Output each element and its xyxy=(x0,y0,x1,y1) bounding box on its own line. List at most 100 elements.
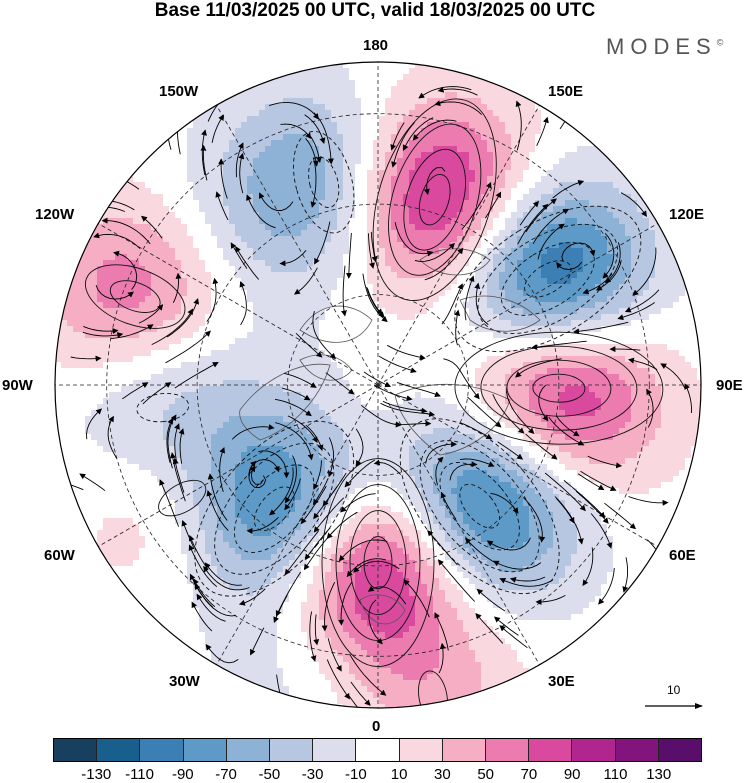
colorbar-cell xyxy=(355,739,399,761)
contour-line xyxy=(403,148,466,251)
streamline-arrow xyxy=(326,511,358,540)
streamline-arrow xyxy=(628,496,669,506)
streamline-arrow xyxy=(181,519,195,549)
contour-line xyxy=(477,223,619,334)
streamline-arrow xyxy=(563,480,606,519)
streamline-arrow xyxy=(624,289,660,313)
latitude-circle xyxy=(287,294,469,476)
colorbar-tick-label: 130 xyxy=(646,766,672,783)
streamline-arrow xyxy=(438,642,446,674)
streamline-arrow xyxy=(366,286,385,318)
streamline-arrow xyxy=(231,424,275,440)
streamline-arrow xyxy=(107,415,118,459)
colorbar-tick-label: -110 xyxy=(125,766,154,783)
streamline-arrow xyxy=(274,398,312,417)
streamline-arrow xyxy=(620,192,647,218)
streamline-arrow xyxy=(165,330,211,364)
contour-line xyxy=(506,359,612,417)
streamline-arrow xyxy=(604,242,621,284)
meridian-line xyxy=(377,384,540,665)
streamline-arrow xyxy=(341,265,347,317)
streamline-arrow xyxy=(122,382,149,400)
streamline-arrow xyxy=(313,497,345,533)
streamline-arrow xyxy=(517,203,549,245)
streamline-arrow xyxy=(418,86,472,99)
contour-line xyxy=(454,205,642,353)
streamline-arrow xyxy=(305,138,319,167)
streamline-arrow xyxy=(327,638,342,672)
streamline-arrow xyxy=(246,194,276,229)
streamline-arrow xyxy=(79,473,106,492)
streamline-arrow xyxy=(193,578,216,608)
streamline-arrow xyxy=(548,416,585,446)
coastline xyxy=(394,383,511,456)
streamline-arrow xyxy=(159,479,180,527)
streamline-arrow xyxy=(461,181,492,230)
streamline-arrow xyxy=(172,272,182,303)
colorbar-tick-label: -50 xyxy=(258,766,281,783)
label-90w: 90W xyxy=(2,377,33,394)
colorbar-cell xyxy=(398,739,442,761)
streamline-arrow xyxy=(325,372,355,395)
latitude-circle xyxy=(106,113,650,657)
colorbar-tick-label: -90 xyxy=(171,766,194,783)
streamline-arrow xyxy=(394,221,434,257)
colorbar-cell xyxy=(269,739,313,761)
streamline-arrow xyxy=(374,384,413,402)
colorbar-tick-label: -130 xyxy=(81,766,112,783)
label-60w: 60W xyxy=(44,547,75,564)
meridian-line xyxy=(216,384,379,665)
colorbar-tick-label: -30 xyxy=(301,766,324,783)
streamline-arrow xyxy=(178,428,185,464)
colorbar-tick-label: -70 xyxy=(215,766,237,783)
streamline-arrow xyxy=(370,231,378,263)
streamline-arrow xyxy=(249,465,264,485)
streamline-arrow xyxy=(440,491,457,520)
streamline-arrow xyxy=(93,232,141,249)
contour-line xyxy=(454,331,664,445)
streamline-arrow xyxy=(538,384,549,422)
coastline xyxy=(239,363,331,441)
streamline-arrow xyxy=(465,537,497,564)
colorbar-cell xyxy=(139,739,183,761)
streamline-arrow xyxy=(86,408,103,440)
streamline-arrow xyxy=(207,473,228,521)
streamline-arrow xyxy=(609,346,641,353)
streamline-arrow xyxy=(490,492,519,514)
streamline-arrow xyxy=(174,362,219,389)
streamline-arrow xyxy=(556,415,580,437)
wind-streamlines xyxy=(55,85,692,708)
streamline-arrow xyxy=(138,304,164,324)
contour-line xyxy=(439,462,520,551)
contour-line xyxy=(532,373,586,403)
map-border xyxy=(54,61,702,709)
streamline-arrow xyxy=(327,437,334,478)
streamline-arrow xyxy=(304,114,326,144)
streamline-arrow xyxy=(83,325,119,334)
streamline-arrow xyxy=(345,232,352,279)
streamline-arrow xyxy=(219,446,225,493)
streamline-arrow xyxy=(414,242,456,262)
colorbar-cell xyxy=(485,739,529,761)
streamline-arrow xyxy=(476,588,506,612)
streamline-arrow xyxy=(646,388,654,428)
streamline-arrow xyxy=(196,593,226,622)
streamline-arrow xyxy=(412,119,457,141)
contour-line xyxy=(194,420,355,597)
streamline-arrow xyxy=(590,513,613,549)
contour-line xyxy=(480,345,638,431)
streamline-arrow xyxy=(552,179,585,199)
streamline-arrow xyxy=(346,558,387,578)
streamline-arrow xyxy=(595,259,622,291)
streamline-arrow xyxy=(101,217,151,245)
streamline-arrow xyxy=(82,331,124,338)
streamline-arrow xyxy=(577,473,605,491)
streamline-arrow xyxy=(434,100,482,115)
streamline-arrow xyxy=(535,594,566,605)
streamline-arrow xyxy=(305,424,324,451)
streamline-arrow xyxy=(382,400,428,414)
streamline-arrow xyxy=(435,456,444,486)
streamline-arrow xyxy=(554,496,584,545)
streamline-arrow xyxy=(459,458,495,467)
streamline-arrow xyxy=(582,547,594,587)
